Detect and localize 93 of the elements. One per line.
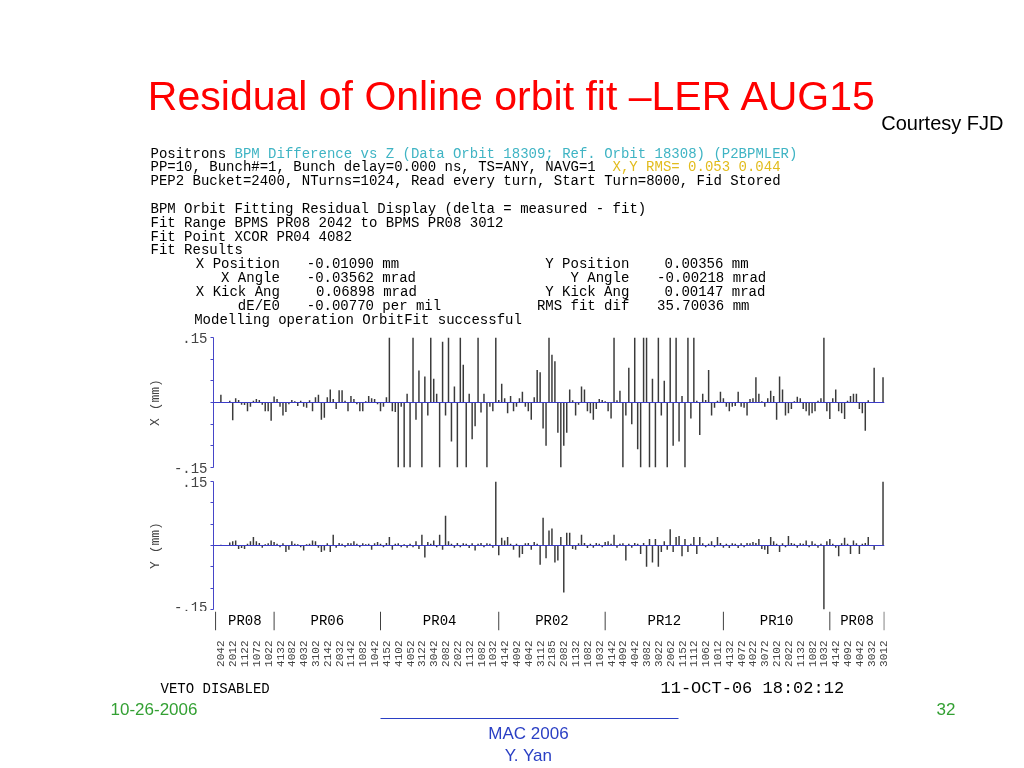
text: -0.00770 per mil [306,297,442,314]
text: PR12 [647,613,682,629]
x-tick-label: 3012 [877,640,890,667]
x-tick-label: 2022 [782,640,795,667]
x-tick-label: 3082 [641,640,654,667]
x-tick-label: 1012 [711,640,724,667]
x-tick-label: 3032 [865,640,878,667]
x-tick-label: 4152 [380,640,393,667]
x-tick-label: 2185 [546,640,559,667]
x-tick-label: 3042 [428,640,441,667]
x-tick-label: 4022 [747,640,760,667]
y-axis-title: Y (mm) [147,522,163,569]
x-tick-label: 1082 [581,640,594,667]
x-tick-label: 1082 [806,640,819,667]
text: 32 [936,699,956,719]
text: -0.01090 mm [306,256,400,273]
text: 35.70036 mm [657,297,750,314]
text: PR06 [310,613,345,629]
x-tick-label: 3022 [652,640,665,667]
text: 10-26-2006 [110,699,198,719]
text: Y Kick Ang [545,284,630,300]
x-tick-label: 1132 [794,640,807,667]
x-tick-label: 1032 [593,640,606,667]
text: X Kick Ang [195,284,280,300]
x-tick-label: 4042 [522,640,535,667]
y-tick-label: -.15 [173,460,208,477]
text: Y. Yan [504,746,552,765]
text: 0.00147 mrad [664,284,766,300]
x-tick-label: 1112 [688,640,701,667]
x-tick-label: 3112 [534,640,547,667]
x-tick-label: 1082 [475,640,488,667]
x-tick-label: 2042 [215,640,228,667]
y-tick-label: -.15 [173,599,208,616]
x-tick-label: 1032 [818,640,831,667]
x-tick-label: 1142 [345,640,358,667]
y-axis-title: X (mm) [147,379,163,426]
text: PEP2 Bucket=2400, NTurns=1024, Read every turn, Start Turn=8000, Fid Stored [150,173,781,190]
x-tick-label: 4042 [853,640,866,667]
x-tick-label: 2032 [333,640,346,667]
x-tick-label: 4132 [274,640,287,667]
x-tick-label: 3102 [309,640,322,667]
text: Positrons [150,145,227,162]
text: -0.00218 mrad [657,270,767,287]
x-tick-label: 2062 [664,640,677,667]
text: 0.00356 mm [664,256,749,273]
x-tick-label: 1082 [357,640,370,667]
x-tick-label: 1062 [700,640,713,667]
x-tick-label: 2142 [321,640,334,667]
text: MAC 2006 [488,724,569,743]
x-tick-label: 1132 [570,640,583,667]
y-tick-label: .15 [182,474,208,491]
text: BPM Orbit Fitting Residual Display (delta = measured - fit) [150,200,647,217]
text: Modelling operation OrbitFit successful [194,311,522,328]
x-tick-label: 4092 [842,640,855,667]
text: RMS fit dif [536,297,630,314]
x-tick-label: 2022 [451,640,464,667]
x-tick-label: 2012 [227,640,240,667]
x-tick-label: 1122 [239,640,252,667]
chart-title: Residual of Online orbit fit –LER AUG15 [147,72,875,119]
x-tick-label: 4142 [830,640,843,667]
x-tick-label: 4092 [510,640,523,667]
y-tick-label: .15 [182,330,208,347]
text: VETO DISABLED [160,680,270,697]
text: 0.06898 mrad [315,284,417,300]
x-tick-label: 1022 [262,640,275,667]
x-tick-label: 1042 [369,640,382,667]
x-tick-label: 4142 [605,640,618,667]
x-tick-label: 1032 [487,640,500,667]
text: PR02 [535,613,569,629]
x-tick-label: 4132 [723,640,736,667]
text: Courtesy FJD [881,111,1004,134]
x-tick-label: 3122 [416,640,429,667]
x-tick-label: 1072 [250,640,263,667]
x-tick-label: 4052 [404,640,417,667]
x-tick-label: 4032 [298,640,311,667]
x-tick-label: 2082 [440,640,453,667]
text: 11-OCT-06 18:02:12 [660,679,845,698]
text: dE/E0 [237,297,280,314]
x-tick-label: 4072 [735,640,748,667]
x-tick-label: 4042 [629,640,642,667]
text: PR04 [422,613,457,629]
x-tick-label: 4082 [286,640,299,667]
text: PR08 [840,613,874,629]
x-tick-label: 1132 [463,640,476,667]
x-tick-label: 2082 [558,640,571,667]
x-tick-label: 4102 [392,640,405,667]
x-tick-label: 4142 [499,640,512,667]
text: PR08 [228,613,262,629]
x-tick-label: 4092 [617,640,630,667]
x-tick-label: 2102 [771,640,784,667]
x-tick-label: 3072 [759,640,772,667]
x-tick-label: 1152 [676,640,689,667]
text: PR10 [759,613,794,629]
